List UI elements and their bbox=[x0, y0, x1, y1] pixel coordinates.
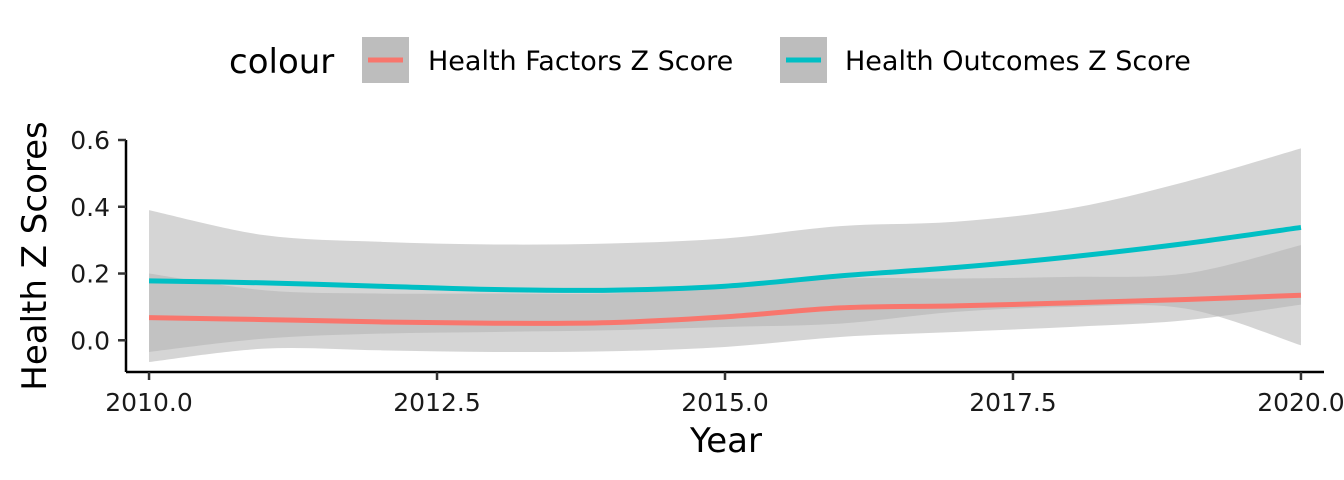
y-tick-label: 0.6 bbox=[70, 126, 110, 155]
y-axis-ticks: 0.0 0.2 0.4 0.6 bbox=[70, 126, 126, 355]
y-tick-label: 0.4 bbox=[70, 193, 110, 222]
y-tick-label: 0.2 bbox=[70, 260, 110, 289]
x-axis-ticks: 2010.0 2012.5 2015.0 2017.5 2020.0 bbox=[105, 372, 1344, 417]
x-tick-label: 2020.0 bbox=[1257, 388, 1344, 417]
legend-label-outcomes: Health Outcomes Z Score bbox=[845, 46, 1191, 77]
y-axis-title: Health Z Scores bbox=[15, 121, 55, 391]
y-tick-label: 0.0 bbox=[70, 326, 110, 355]
legend-title: colour bbox=[229, 42, 334, 82]
x-axis-title: Year bbox=[689, 421, 762, 461]
series-line-factors bbox=[148, 292, 1302, 326]
legend-item-factors: Health Factors Z Score bbox=[362, 37, 733, 83]
legend: colour Health Factors Z Score Health Out… bbox=[229, 37, 1191, 83]
x-tick-label: 2012.5 bbox=[393, 388, 480, 417]
confidence-ribbons bbox=[149, 148, 1301, 362]
legend-label-factors: Health Factors Z Score bbox=[428, 46, 733, 77]
x-tick-label: 2015.0 bbox=[681, 388, 768, 417]
series-line-outcomes bbox=[148, 224, 1302, 293]
x-tick-label: 2017.5 bbox=[969, 388, 1056, 417]
series-lines bbox=[148, 224, 1302, 326]
legend-item-outcomes: Health Outcomes Z Score bbox=[780, 37, 1191, 83]
ribbon-factors bbox=[149, 245, 1301, 362]
x-tick-label: 2010.0 bbox=[105, 388, 192, 417]
